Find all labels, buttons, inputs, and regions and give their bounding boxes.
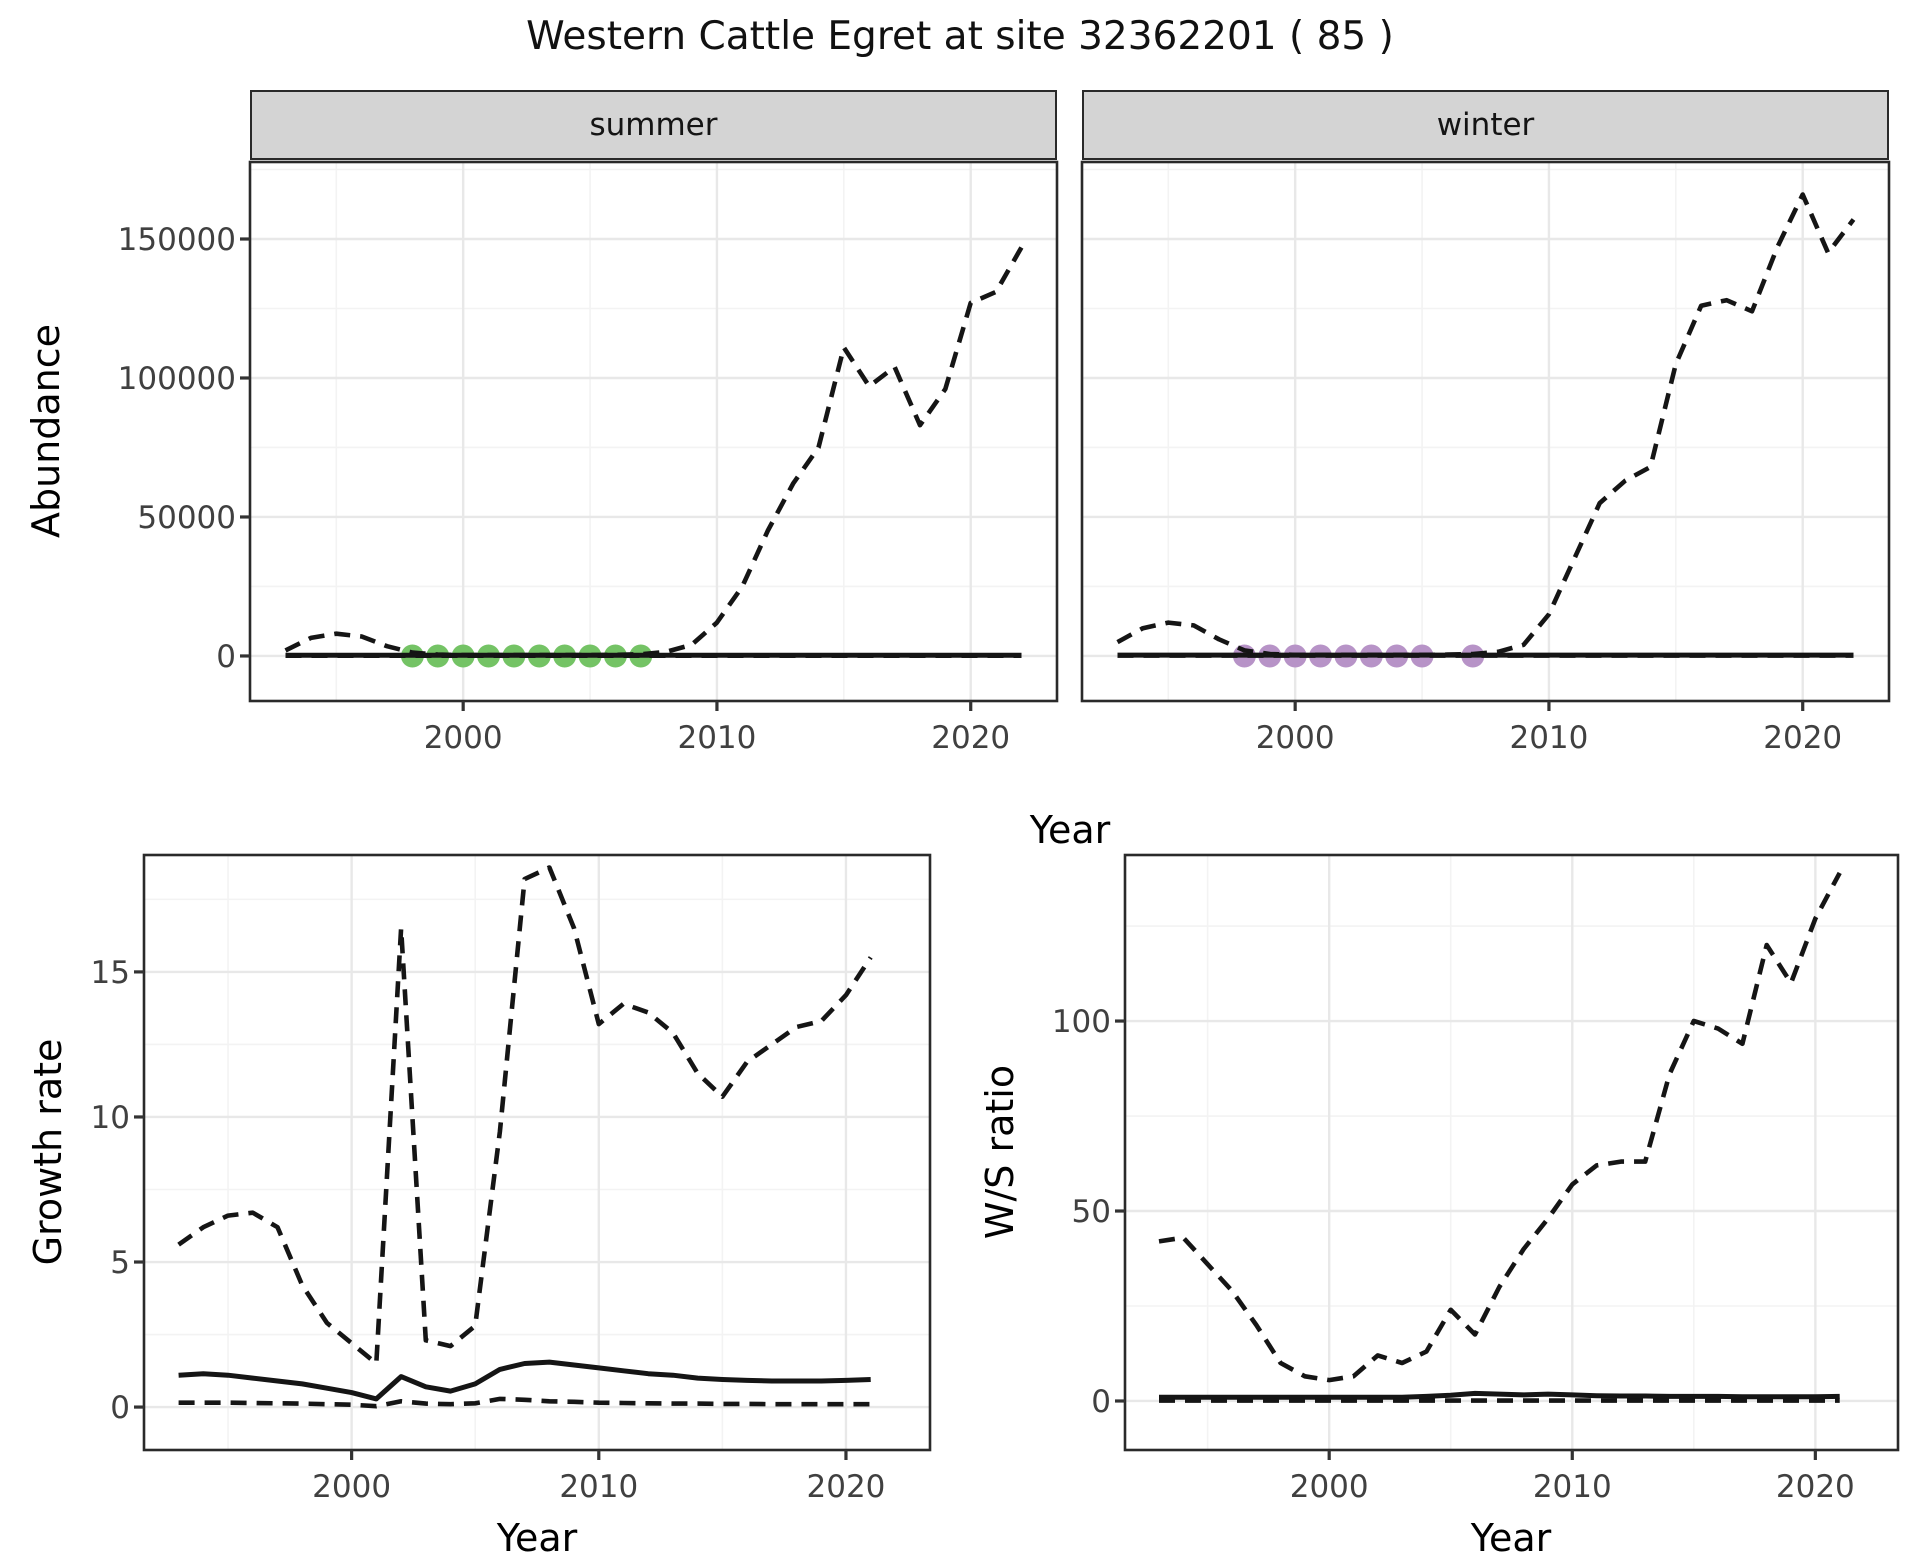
x-tick-label: 2010	[1533, 1469, 1612, 1505]
facet-strip-summer-label: summer	[589, 107, 718, 143]
x-axis-title-year-bottom-right: Year	[1470, 1516, 1552, 1560]
x-tick-label: 2010	[1509, 720, 1588, 756]
panel-background	[1125, 855, 1898, 1450]
series-line-median	[1159, 1390, 1840, 1400]
series-line-lower_ci	[178, 1396, 871, 1409]
y-axis-title-abundance: Abundance	[24, 323, 68, 539]
y-tick-label: 0	[110, 1390, 130, 1426]
y-tick-label: 15	[91, 955, 130, 991]
panel-border	[142, 853, 932, 1452]
facet-strip-winter: winter	[1082, 90, 1889, 160]
x-tick-label: 2020	[807, 1469, 886, 1505]
y-tick-label: 100000	[118, 361, 236, 397]
x-tick-label: 2000	[424, 720, 503, 756]
facet-strip-summer: summer	[250, 90, 1057, 160]
y-tick-label: 5	[110, 1245, 130, 1281]
panel-background	[144, 855, 930, 1450]
y-tick-label: 50	[1072, 1194, 1111, 1230]
y-tick-label: 150000	[118, 222, 236, 258]
series-line-upper_ci	[177, 865, 873, 1366]
panel-border	[1123, 853, 1900, 1452]
y-tick-label: 0	[1091, 1384, 1111, 1420]
y-tick-label: 50000	[137, 500, 236, 536]
x-tick-label: 2020	[931, 720, 1010, 756]
panel-background	[250, 162, 1057, 701]
x-tick-label: 2020	[1776, 1469, 1855, 1505]
y-tick-label: 0	[216, 639, 236, 675]
series-line-median	[178, 1359, 871, 1402]
y-tick-label: 100	[1052, 1004, 1111, 1040]
x-axis-title-year-top: Year	[1029, 808, 1111, 852]
x-tick-label: 2000	[312, 1469, 391, 1505]
x-axis-title-year-bottom-left: Year	[496, 1516, 578, 1560]
y-axis-title-growth-rate: Growth rate	[26, 1038, 70, 1266]
x-tick-label: 2010	[559, 1469, 638, 1505]
series-line-upper_ci	[1158, 871, 1842, 1383]
y-tick-label: 10	[91, 1100, 130, 1136]
x-tick-label: 2010	[677, 720, 756, 756]
facet-strip-winter-label: winter	[1436, 107, 1535, 143]
panel-background	[1082, 162, 1889, 701]
chart-title: Western Cattle Egret at site 32362201 ( …	[526, 14, 1394, 59]
x-tick-label: 2000	[1290, 1469, 1369, 1505]
panel-border	[1080, 160, 1891, 703]
x-tick-label: 2020	[1763, 720, 1842, 756]
y-axis-title-ws-ratio: W/S ratio	[978, 1064, 1022, 1240]
x-tick-label: 2000	[1256, 720, 1335, 756]
panel-border	[248, 160, 1059, 703]
